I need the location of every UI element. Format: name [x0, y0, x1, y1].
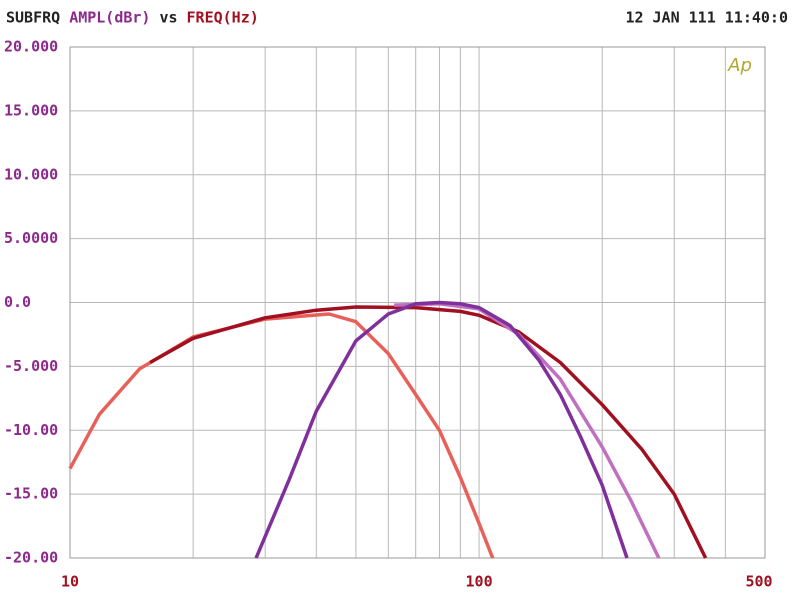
y-tick-label: -20.00: [4, 549, 58, 567]
x-tick-label: 10: [61, 573, 79, 591]
y-tick-label: 20.000: [4, 38, 58, 56]
y-tick-label: 0.0: [4, 293, 31, 311]
series-line: [68, 312, 495, 559]
logo: Ap: [727, 55, 752, 76]
y-tick-label: -15.00: [4, 485, 58, 503]
x-tick-label: 100: [466, 573, 493, 591]
title-part: SUBFRQ: [6, 9, 60, 27]
series-line: [394, 302, 661, 559]
x-tick-label: 500: [745, 573, 772, 591]
title-part: FREQ(Hz): [187, 9, 259, 27]
y-tick-label: -10.00: [4, 421, 58, 439]
series-line: [149, 305, 708, 559]
series-line: [254, 300, 629, 559]
y-tick-label: 15.000: [4, 101, 58, 119]
y-tick-label: 10.000: [4, 165, 58, 183]
title-part: AMPL(dBr): [69, 9, 150, 27]
y-tick-label: -5.000: [4, 357, 58, 375]
y-tick-label: 5.0000: [4, 229, 58, 247]
plot-frame: [69, 46, 766, 559]
timestamp: 12 JAN 111 11:40:0: [625, 9, 788, 27]
title-part: vs: [159, 9, 177, 27]
